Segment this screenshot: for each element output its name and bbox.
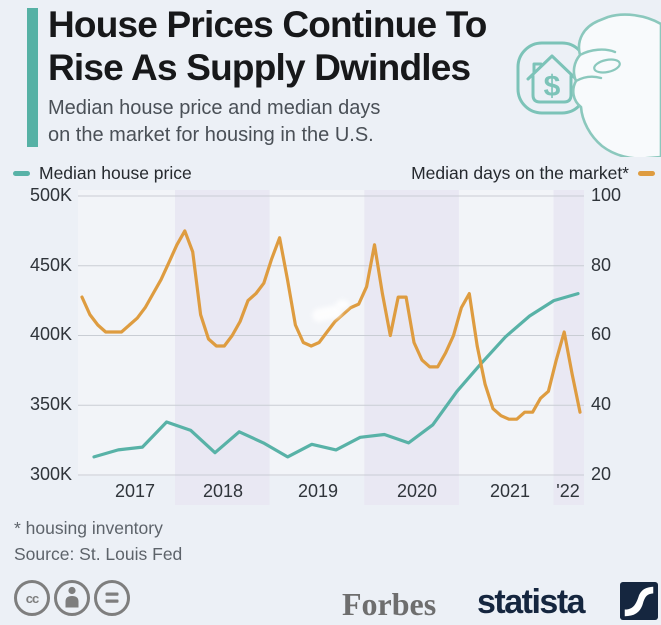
x-tick-2020: 2020 [396,481,438,501]
days-legend-label: Median days on the market* [411,162,629,183]
hand-icon [571,13,661,157]
cc-equals-glyph [105,592,119,603]
cc-nd-icon [94,580,130,616]
cc-icon-label: cc [26,591,39,606]
y-left-tick: 400K [29,324,72,344]
y-right-tick: 40 [591,394,612,414]
x-tick-2019: 2019 [297,481,339,501]
accent-bar [27,8,38,147]
x-tick-2022: '22 [556,481,580,501]
footnote-note: * housing inventory [14,518,163,538]
page-subtitle-line2: on the market for housing in the U.S. [48,124,374,146]
y-right-tick: 80 [591,255,612,275]
watermark-smudge [336,300,349,309]
series-layer [80,229,582,459]
statista-logo-text: statista [477,583,586,621]
x-tick-2017: 2017 [114,481,156,501]
dollar-sign-icon: $ [544,70,561,103]
creative-commons-icons: cc [14,580,130,616]
page-title-line2: Rise As Supply Dwindles [48,47,471,88]
statista-logo-icon [620,582,658,620]
page-title-line1: House Prices Continue To [48,4,487,45]
price-legend-label: Median house price [39,162,192,183]
y-left-tick: 350K [29,394,72,414]
x-tick-2018: 2018 [202,481,244,501]
y-left-tick: 450K [29,255,72,275]
legend-days: Median days on the market* [411,162,655,184]
days-legend-dash-icon [638,170,655,176]
footnote-source: Source: St. Louis Fed [14,544,183,564]
cc-icon [14,580,50,616]
y-left-tick: 300K [29,464,72,484]
hand-holding-house-coin-icon: $ [516,13,661,157]
y-right-tick: 20 [591,464,612,484]
y-left-tick: 500K [29,185,72,205]
forbes-logo: Forbes [342,586,437,622]
grid-layer [78,195,584,476]
x-tick-2021: 2021 [489,481,531,501]
legend-price: Median house price [13,162,192,184]
page-subtitle-line1: Median house price and median days [48,97,381,119]
price-legend-dash-icon [13,170,30,176]
cc-by-icon [54,580,90,616]
cc-person-glyph [65,586,79,608]
y-right-tick: 100 [591,185,622,205]
y-right-tick: 60 [591,324,612,344]
